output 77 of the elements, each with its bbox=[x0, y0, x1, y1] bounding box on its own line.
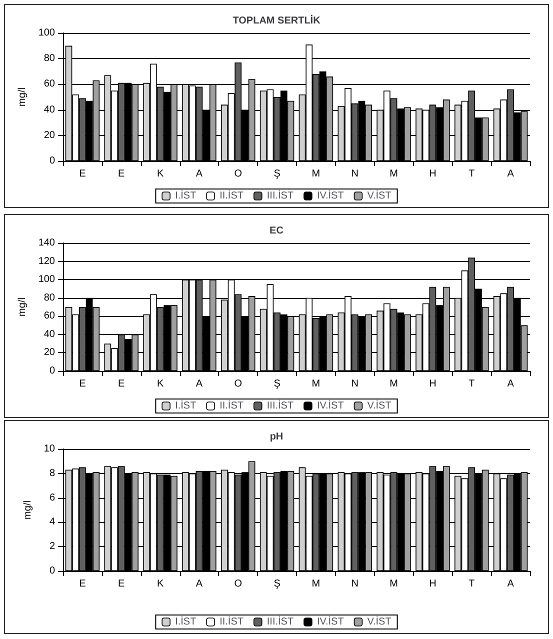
y-axis-title: mg/l bbox=[22, 500, 34, 520]
x-tick-label: M bbox=[390, 578, 398, 590]
x-tick-label: K bbox=[156, 578, 164, 590]
legend-label: IV.İST bbox=[316, 616, 344, 628]
legend-label: I.İST bbox=[175, 616, 196, 628]
x-tick-label: Ş bbox=[274, 378, 281, 390]
x-tick-label: K bbox=[156, 378, 164, 390]
x-tick-label: E bbox=[79, 378, 86, 390]
legend-label: II.İST bbox=[220, 190, 244, 202]
x-tick-label: E bbox=[118, 578, 126, 590]
y-tick-label: 6 bbox=[49, 492, 56, 504]
y-tick-label: 0 bbox=[49, 366, 56, 376]
x-tick-label: T bbox=[468, 578, 475, 590]
y-tick-label: 8 bbox=[49, 468, 56, 479]
chart-title: EC bbox=[270, 226, 284, 236]
x-tick-label: H bbox=[429, 378, 436, 390]
x-tick-label: A bbox=[507, 168, 514, 180]
legend-label: III.İST bbox=[266, 616, 294, 628]
x-tick-label: M bbox=[312, 168, 320, 180]
y-tick-label: 60 bbox=[44, 78, 56, 90]
y-tick-label: 0 bbox=[49, 566, 56, 576]
x-tick-label: T bbox=[468, 168, 475, 180]
x-tick-label: M bbox=[390, 168, 398, 180]
y-tick-label: 0 bbox=[49, 156, 56, 166]
y-tick-label: 20 bbox=[44, 130, 56, 141]
x-tick-label: A bbox=[507, 578, 514, 590]
legend-label: V.İST bbox=[367, 616, 392, 628]
legend-label: V.İST bbox=[367, 190, 392, 202]
y-tick-label: 40 bbox=[44, 104, 56, 116]
x-tick-label: E bbox=[79, 168, 86, 180]
x-tick-label: E bbox=[79, 578, 86, 590]
x-tick-label: A bbox=[507, 378, 514, 390]
x-tick-label: Ş bbox=[274, 578, 281, 590]
x-tick-label: N bbox=[351, 578, 358, 590]
x-tick-label: O bbox=[234, 578, 242, 590]
y-tick-label: 140 bbox=[38, 238, 56, 248]
y-tick-label: 100 bbox=[38, 28, 56, 38]
x-tick-label: M bbox=[312, 378, 320, 390]
x-tick-label: Ş bbox=[274, 168, 281, 180]
y-tick-label: 20 bbox=[44, 347, 56, 358]
x-tick-label: A bbox=[196, 168, 203, 180]
y-tick-label: 2 bbox=[49, 541, 56, 552]
legend-label: III.İST bbox=[266, 190, 294, 202]
x-tick-label: M bbox=[312, 578, 320, 590]
x-tick-label: K bbox=[156, 168, 164, 180]
legend-label: II.İST bbox=[220, 616, 244, 628]
x-tick-label: H bbox=[429, 578, 436, 590]
y-tick-label: 100 bbox=[38, 274, 56, 286]
chart-title: TOPLAM SERTLİK bbox=[232, 14, 322, 26]
y-tick-label: 80 bbox=[44, 53, 56, 64]
x-tick-label: N bbox=[351, 168, 358, 180]
y-tick-label: 4 bbox=[49, 516, 56, 528]
y-tick-label: 80 bbox=[44, 292, 56, 304]
x-tick-label: H bbox=[429, 168, 436, 180]
legend-label: IV.İST bbox=[316, 190, 344, 202]
x-tick-label: E bbox=[118, 168, 126, 180]
y-tick-label: 120 bbox=[38, 256, 56, 267]
legend-label: V.İST bbox=[367, 400, 392, 412]
x-tick-label: M bbox=[390, 378, 398, 390]
legend-label: III.İST bbox=[266, 400, 294, 412]
y-tick-label: 10 bbox=[44, 444, 56, 454]
x-tick-label: A bbox=[196, 378, 203, 390]
y-tick-label: 60 bbox=[44, 310, 56, 322]
legend-label: II.İST bbox=[220, 400, 244, 412]
x-tick-label: O bbox=[234, 168, 242, 180]
x-tick-label: N bbox=[351, 378, 358, 390]
legend-label: I.İST bbox=[175, 190, 196, 202]
y-axis-title: mg/l bbox=[16, 298, 28, 316]
legend-label: I.İST bbox=[175, 400, 196, 412]
x-tick-label: A bbox=[196, 578, 203, 590]
x-tick-label: E bbox=[118, 378, 126, 390]
x-tick-label: O bbox=[234, 378, 242, 390]
x-tick-label: T bbox=[468, 378, 475, 390]
y-axis-title: mg/l bbox=[16, 88, 28, 106]
chart-title: pH bbox=[270, 432, 284, 442]
y-tick-label: 40 bbox=[44, 328, 56, 340]
legend-label: IV.İST bbox=[316, 400, 344, 412]
